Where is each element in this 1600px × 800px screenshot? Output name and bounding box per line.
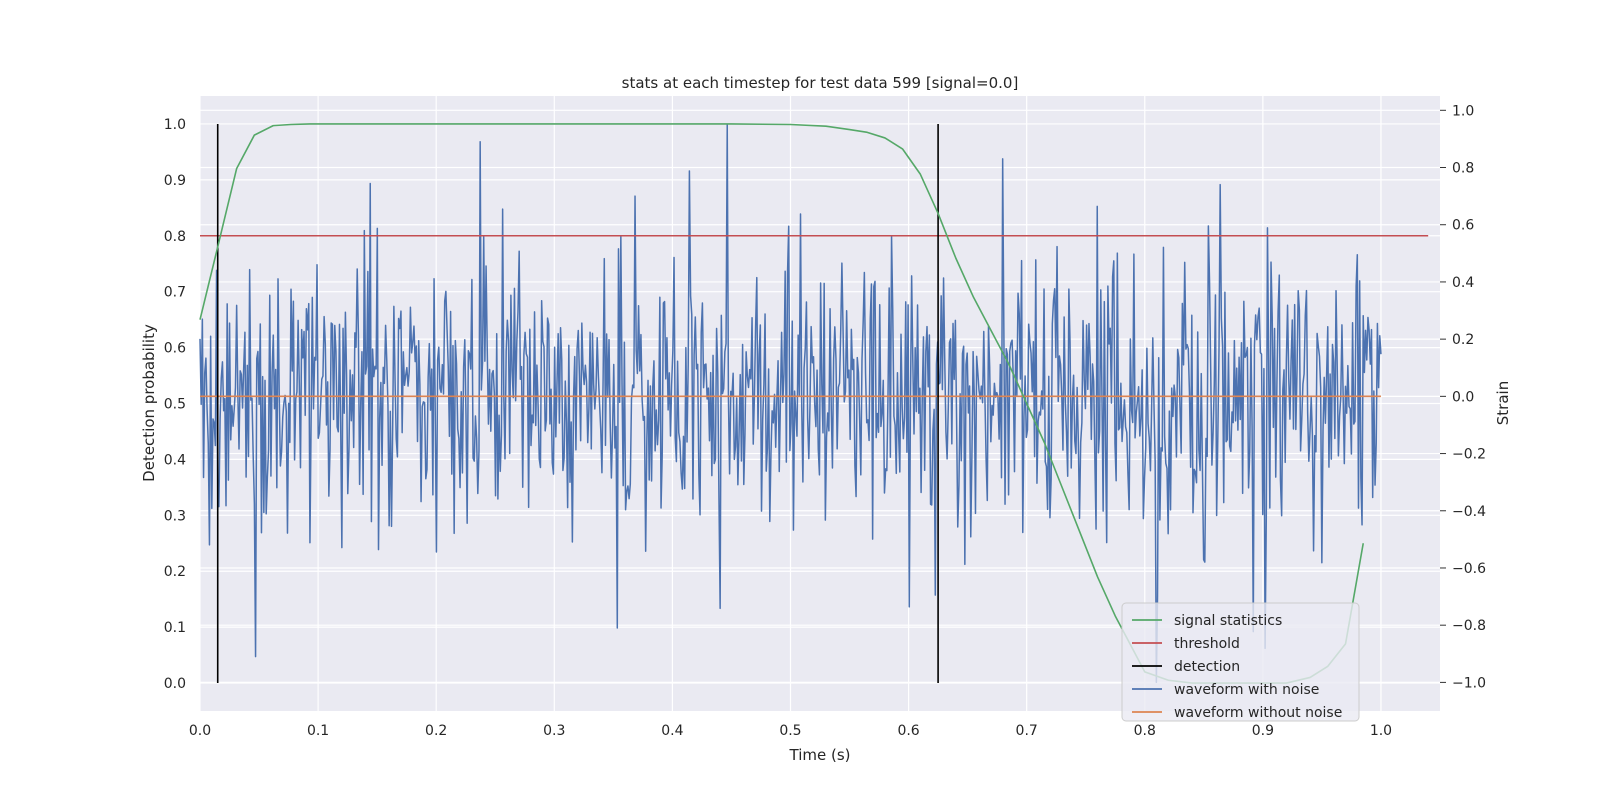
y2-tick-label: 0.4 xyxy=(1452,275,1474,291)
y-tick-label: 0.8 xyxy=(164,229,186,245)
x-tick-label: 0.7 xyxy=(1016,723,1038,739)
x-tick-label: 0.9 xyxy=(1252,723,1274,739)
x-tick-label: 1.0 xyxy=(1370,723,1392,739)
y-tick-label: 0.2 xyxy=(164,564,186,580)
legend-item-label: waveform with noise xyxy=(1174,682,1319,698)
y-tick-label: 0.6 xyxy=(164,341,186,357)
y-tick-label: 0.5 xyxy=(164,397,186,413)
y2-tick-label: 0.2 xyxy=(1452,332,1474,348)
y-tick-label: 0.4 xyxy=(164,452,186,468)
legend-item-label: threshold xyxy=(1174,636,1240,652)
legend-box xyxy=(1121,602,1360,722)
y2-tick-label: −0.2 xyxy=(1452,447,1486,463)
y2-tick-label: 0.8 xyxy=(1452,161,1474,177)
y-tick-label: 0.9 xyxy=(164,173,186,189)
y-axis-label: Detection probability xyxy=(140,324,158,482)
y2-tick-label: 0.6 xyxy=(1452,218,1474,234)
x-tick-label: 0.8 xyxy=(1134,723,1156,739)
y2-tick-label: −0.4 xyxy=(1452,504,1486,520)
y2-axis-label: Strain xyxy=(1494,381,1512,425)
chart-title: stats at each timestep for test data 599… xyxy=(622,74,1019,92)
legend-item-label: detection xyxy=(1174,659,1240,675)
tick-layer: 0.0 0.1 0.2 0.3 0.4 0.5 0.6 0.7 0.8 0.9 1.0 0.0 0.1 0… xyxy=(164,103,1486,739)
y-tick-label: 1.0 xyxy=(164,117,186,133)
x-tick-label: 0.5 xyxy=(779,723,801,739)
x-tick-label: 0.4 xyxy=(661,723,683,739)
x-tick-label: 0.3 xyxy=(543,723,565,739)
y-tick-label: 0.3 xyxy=(164,508,186,524)
y2-tick-label: 0.0 xyxy=(1452,389,1474,405)
y2-tick-label: 1.0 xyxy=(1452,103,1474,119)
y-tick-label: 0.1 xyxy=(164,620,186,636)
series-layer xyxy=(199,123,1429,684)
waveform-with-noise-line xyxy=(199,123,1382,684)
y2-tick-label: −0.8 xyxy=(1452,618,1486,634)
x-tick-label: 0.0 xyxy=(189,723,211,739)
y2-tick-label: −1.0 xyxy=(1452,675,1486,691)
y-tick-label: 0.7 xyxy=(164,285,186,301)
x-tick-label: 0.6 xyxy=(897,723,919,739)
legend-item-label: waveform without noise xyxy=(1174,705,1342,721)
legend-item-label: signal statistics xyxy=(1174,613,1282,629)
x-tick-label: 0.1 xyxy=(307,723,329,739)
y-tick-label: 0.0 xyxy=(164,676,186,692)
y2-tick-label: −0.6 xyxy=(1452,561,1486,577)
x-tick-label: 0.2 xyxy=(425,723,447,739)
x-axis-label: Time (s) xyxy=(789,746,851,764)
legend: signal statistics threshold detection wavef… xyxy=(1121,602,1360,722)
